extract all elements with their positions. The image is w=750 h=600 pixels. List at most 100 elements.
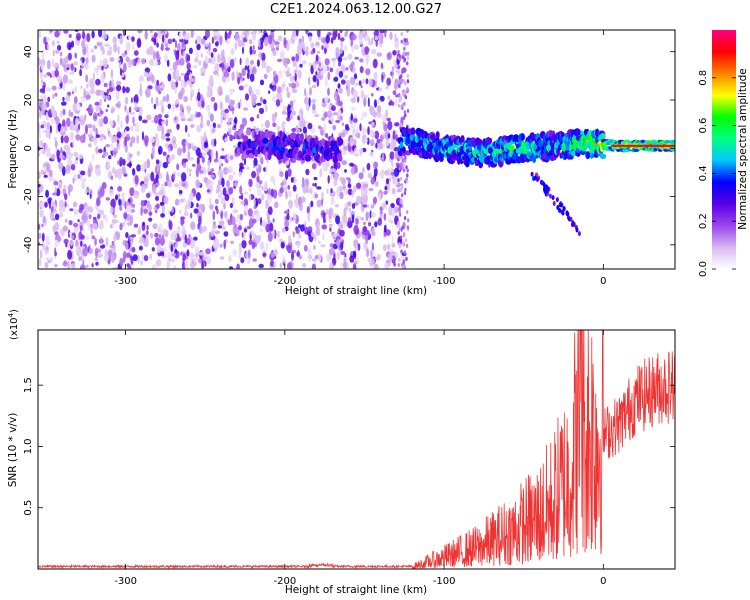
noise-blob <box>286 116 291 122</box>
noise-blob <box>347 188 353 196</box>
noise-blob <box>41 106 45 116</box>
noise-blob <box>51 110 57 119</box>
noise-blob <box>241 239 247 249</box>
noise-blob <box>393 167 400 177</box>
noise-blob <box>316 186 322 190</box>
noise-blob <box>137 30 143 34</box>
noise-blob <box>78 256 82 262</box>
noise-blob <box>184 72 190 83</box>
noise-blob <box>308 255 311 263</box>
noise-blob <box>365 68 371 76</box>
noise-blob <box>100 90 104 98</box>
noise-blob <box>97 213 101 220</box>
spectrogram-x-tick-label: -100 <box>433 276 456 287</box>
noise-blob <box>296 242 301 249</box>
noise-blob <box>186 62 191 71</box>
noise-blob <box>354 44 359 50</box>
noise-blob <box>151 146 155 157</box>
noise-blob <box>41 232 45 242</box>
noise-blob <box>107 160 110 166</box>
noise-blob <box>103 254 109 262</box>
noise-blob <box>219 89 223 96</box>
noise-blob <box>134 94 139 99</box>
noise-blob <box>165 133 171 137</box>
noise-blob <box>38 191 41 195</box>
noise-blob <box>303 221 307 225</box>
noise-blob <box>260 193 265 201</box>
noise-blob <box>174 198 180 206</box>
noise-blob <box>337 94 340 105</box>
noise-blob <box>246 166 250 170</box>
noise-blob <box>70 263 76 269</box>
noise-blob <box>80 85 83 89</box>
noise-blob <box>72 222 79 228</box>
noise-blob <box>59 125 66 133</box>
noise-blob <box>265 242 269 251</box>
noise-blob <box>199 226 204 235</box>
noise-blob <box>338 185 344 192</box>
noise-blob <box>384 186 388 191</box>
noise-blob <box>157 30 162 38</box>
noise-blob <box>65 242 68 248</box>
noise-blob <box>164 47 170 51</box>
noise-blob <box>279 50 285 61</box>
noise-blob <box>55 124 58 135</box>
ridge-blob <box>399 141 404 150</box>
noise-blob <box>336 162 341 169</box>
noise-blob <box>366 162 371 171</box>
noise-blob <box>361 111 368 118</box>
noise-blob <box>234 33 240 42</box>
snr-multiplier-close: ) <box>9 309 20 313</box>
noise-blob <box>329 243 334 248</box>
noise-blob <box>178 198 185 203</box>
noise-blob <box>140 260 143 266</box>
noise-blob <box>382 142 385 151</box>
noise-blob <box>184 124 188 133</box>
noise-blob <box>72 138 75 148</box>
noise-blob <box>250 60 254 65</box>
noise-blob <box>224 94 230 104</box>
noise-blob <box>382 152 385 163</box>
noise-blob <box>351 121 356 130</box>
noise-blob <box>111 78 115 88</box>
ridge-blob <box>402 146 406 154</box>
noise-blob <box>272 94 277 103</box>
noise-blob <box>385 85 390 90</box>
noise-blob <box>72 201 78 208</box>
noise-blob <box>367 257 372 263</box>
noise-blob <box>299 63 303 68</box>
noise-blob <box>106 88 110 95</box>
ridge-blob <box>435 131 440 139</box>
noise-blob <box>200 67 206 74</box>
noise-blob <box>143 255 149 262</box>
noise-blob <box>293 98 296 103</box>
noise-blob <box>117 160 120 165</box>
noise-blob <box>352 89 358 99</box>
noise-blob <box>176 172 182 177</box>
noise-blob <box>321 117 325 121</box>
noise-blob <box>402 40 405 45</box>
noise-blob <box>302 186 307 194</box>
noise-blob <box>108 188 114 197</box>
noise-blob <box>64 218 68 223</box>
noise-blob <box>237 253 242 259</box>
noise-blob <box>70 164 76 171</box>
noise-blob <box>276 44 280 48</box>
noise-blob <box>362 94 369 99</box>
noise-blob <box>391 243 396 248</box>
noise-blob <box>105 197 111 201</box>
noise-blob <box>327 32 332 36</box>
noise-blob <box>211 168 214 172</box>
noise-blob <box>321 102 327 108</box>
noise-blob <box>210 113 214 122</box>
noise-blob <box>94 237 97 246</box>
noise-blob <box>87 123 93 129</box>
noise-blob <box>222 199 225 205</box>
noise-blob <box>69 131 75 141</box>
noise-blob <box>82 259 85 267</box>
snr-multiplier: (x104) <box>7 309 20 340</box>
noise-blob <box>156 79 159 86</box>
noise-blob <box>67 158 73 167</box>
spectrogram-frame <box>37 29 676 270</box>
noise-blob <box>48 169 53 177</box>
